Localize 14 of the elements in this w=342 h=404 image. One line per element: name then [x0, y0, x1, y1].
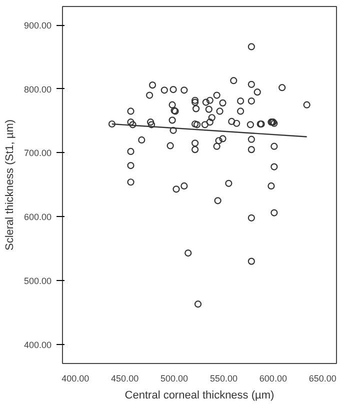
- x-tick-label: 500.00: [160, 374, 188, 384]
- y-tick-label: 500.00: [24, 276, 52, 286]
- x-tick-label: 400.00: [62, 374, 90, 384]
- y-tick-label: 400.00: [24, 340, 52, 350]
- y-tick-label: 900.00: [24, 20, 52, 31]
- x-tick-label: 550.00: [210, 374, 238, 384]
- y-tick-label: 800.00: [24, 84, 52, 94]
- y-tick-label: 700.00: [24, 148, 52, 158]
- x-tick-label: 450.00: [111, 374, 139, 384]
- y-axis-title: Scleral thickness (St1, µm): [4, 119, 16, 251]
- x-axis-title: Central corneal thickness (µm): [124, 390, 274, 402]
- y-tick-label: 600.00: [24, 212, 52, 222]
- x-tick-label: 650.00: [308, 374, 336, 384]
- x-tick-label: 600.00: [259, 374, 287, 384]
